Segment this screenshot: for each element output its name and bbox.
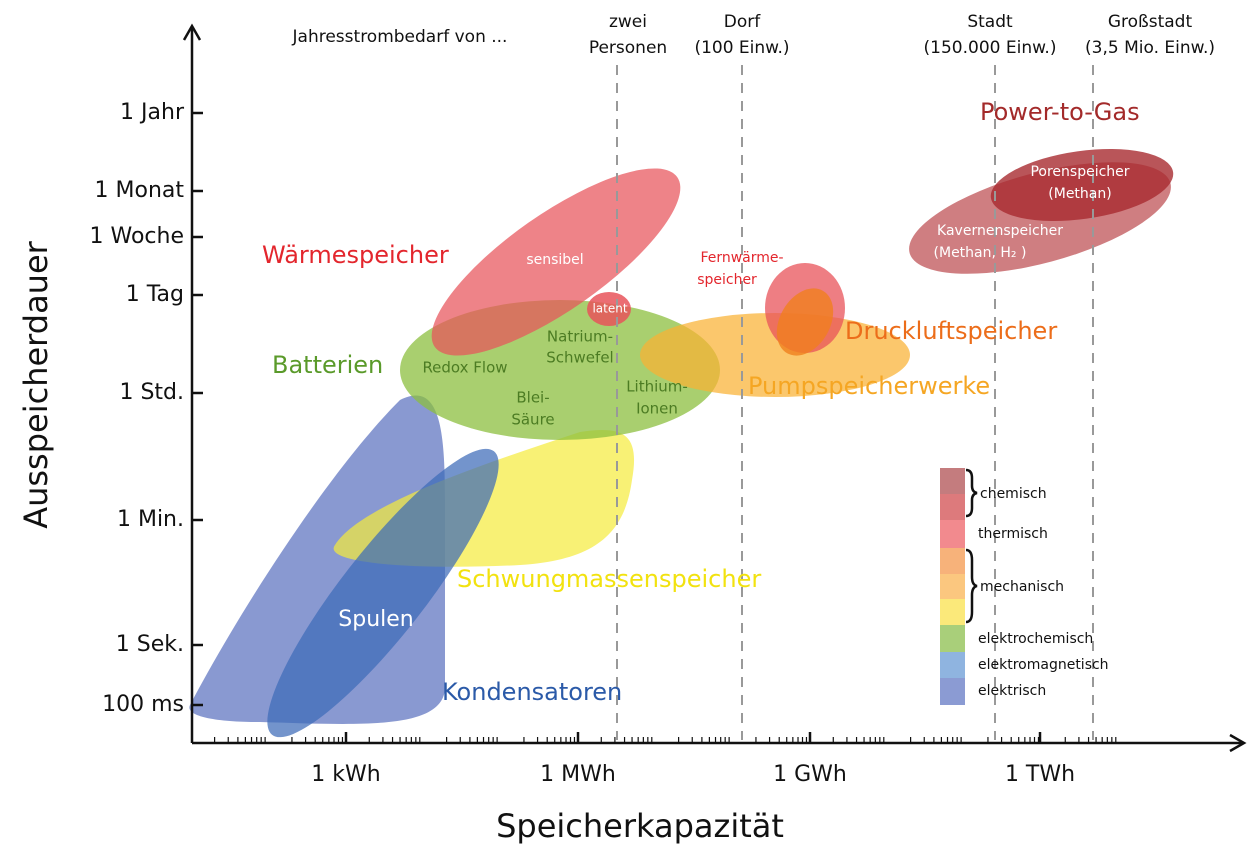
poren-area: [990, 148, 1174, 222]
region-label: speicher: [697, 272, 757, 288]
region-label: Schwungmassenspeicher: [457, 565, 761, 593]
legend-swatch: [940, 625, 965, 652]
y-tick-label: 1 Min.: [117, 507, 184, 532]
legend-swatch: [940, 599, 965, 625]
region-label: (Methan): [1048, 186, 1111, 202]
y-tick-label: 1 Tag: [126, 282, 184, 307]
legend-brace: [965, 548, 978, 624]
region-label: Lithium-: [626, 378, 688, 396]
region-label: Druckluftspeicher: [845, 317, 1057, 345]
region-label: sensibel: [526, 252, 583, 268]
x-tick-label: 1 TWh: [1005, 762, 1075, 787]
legend-swatch: [940, 548, 965, 574]
region-label: Schwefel: [546, 349, 613, 367]
legend-swatch: [940, 468, 965, 494]
ref-label: (100 Einw.): [694, 38, 789, 58]
x-tick-label: 1 kWh: [311, 762, 380, 787]
region-label: Wärmespeicher: [262, 241, 449, 269]
ref-label: (150.000 Einw.): [924, 38, 1057, 58]
minor-ticks: [214, 737, 1117, 743]
legend-swatch: [940, 520, 965, 548]
legend-swatch: [940, 574, 965, 599]
region-label: Säure: [511, 411, 554, 429]
region-label: Redox Flow: [422, 359, 507, 377]
region-label: Porenspeicher: [1030, 164, 1129, 180]
x-tick-label: 1 GWh: [773, 762, 847, 787]
pumpspeicher-area: [640, 313, 910, 397]
y-tick-label: 1 Sek.: [116, 632, 184, 657]
legend-label: thermisch: [978, 526, 1048, 542]
ref-label: zwei: [609, 12, 647, 32]
x-axis-title: Speicherkapazität: [496, 807, 784, 845]
y-tick-label: 1 Woche: [90, 224, 185, 249]
ref-label: Stadt: [967, 12, 1013, 32]
legend-label: chemisch: [980, 486, 1047, 502]
y-tick-label: 1 Monat: [95, 178, 185, 203]
ref-label: Großstadt: [1108, 12, 1193, 32]
regions: [189, 148, 1174, 738]
spulen-area: [267, 448, 499, 738]
ref-label: (3,5 Mio. Einw.): [1085, 38, 1215, 58]
region-label: Batterien: [272, 351, 383, 379]
region-label: Pumpspeicherwerke: [748, 372, 990, 400]
x-tick-label: 1 MWh: [540, 762, 616, 787]
legend-swatch: [940, 652, 965, 678]
druckluft-area: [776, 288, 834, 356]
y-axis-title: Ausspeicherdauer: [17, 240, 55, 528]
y-tick-label: 1 Jahr: [120, 100, 185, 125]
region-label: Fernwärme-: [700, 250, 783, 266]
region-label: Blei-: [516, 389, 549, 407]
ref-label: Personen: [589, 38, 667, 58]
legend: chemisch thermisch mechanisch elektroche…: [940, 468, 1109, 705]
region-label: latent: [592, 302, 627, 316]
region-label: Power-to-Gas: [980, 98, 1140, 126]
ref-label: Dorf: [724, 12, 761, 32]
legend-label: mechanisch: [980, 579, 1064, 595]
legend-label: elektromagnetisch: [978, 657, 1109, 673]
legend-label: elektrisch: [978, 683, 1046, 699]
y-tick-label: 100 ms: [102, 692, 184, 717]
latent-area: [587, 292, 631, 326]
region-label: Kavernenspeicher: [937, 223, 1063, 239]
y-tick-label: 1 Std.: [119, 380, 184, 405]
legend-brace: [965, 468, 978, 518]
region-label: (Methan, H₂ ): [934, 245, 1027, 261]
region-label: Kondensatoren: [442, 678, 622, 706]
axes: [182, 23, 1247, 753]
region-label: Spulen: [338, 607, 413, 632]
legend-label: elektrochemisch: [978, 631, 1093, 647]
legend-swatch: [940, 678, 965, 705]
header: Jahresstrombedarf von ...: [292, 27, 508, 47]
legend-swatch: [940, 494, 965, 520]
sensibel-area: [431, 168, 681, 356]
region-label: Ionen: [636, 400, 678, 418]
region-label: Natrium-: [547, 328, 613, 346]
